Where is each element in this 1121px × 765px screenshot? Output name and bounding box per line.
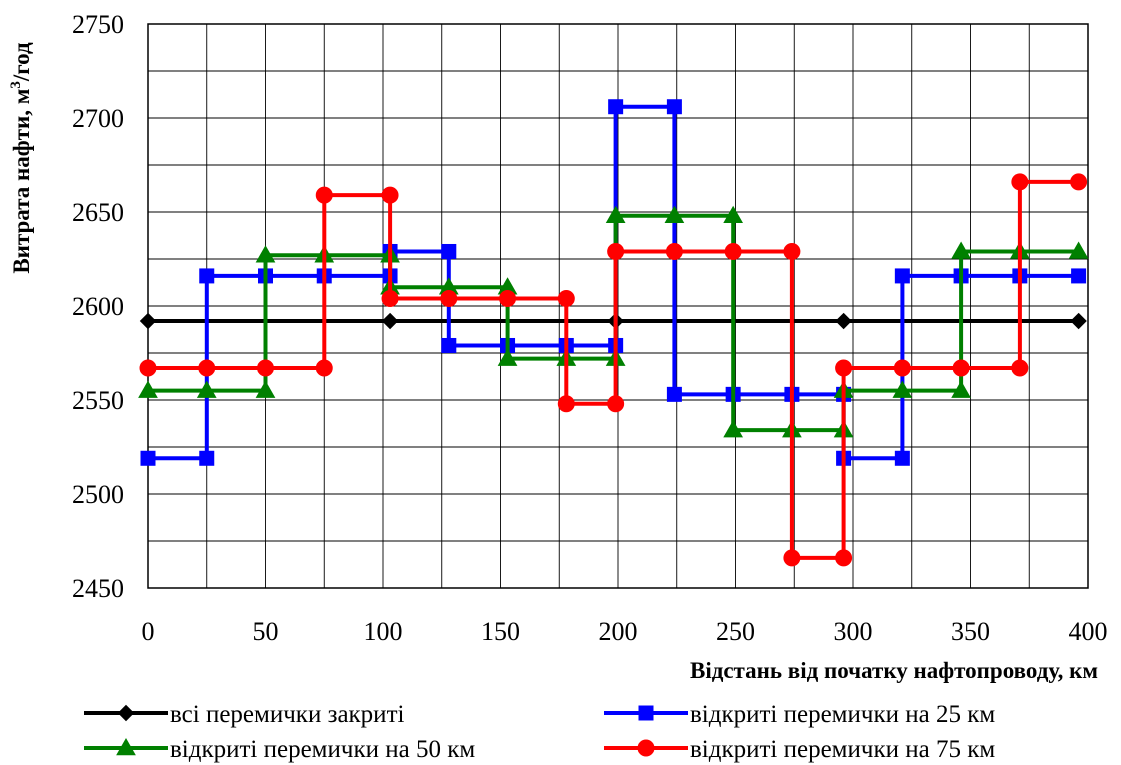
data-point-circle: [198, 359, 216, 377]
x-tick-label: 250: [716, 617, 755, 646]
legend-label: всі перемички закриті: [170, 701, 404, 728]
legend-label: відкриті перемички на 75 км: [690, 736, 995, 763]
data-point-circle: [835, 549, 853, 567]
data-point-square: [441, 337, 457, 353]
data-point-triangle: [723, 205, 744, 224]
data-point-square: [666, 386, 682, 402]
y-tick-label: 2650: [72, 198, 124, 227]
data-point-circle: [1011, 173, 1029, 191]
data-point-circle: [440, 289, 458, 307]
data-point-circle: [665, 242, 683, 260]
x-tick-label: 100: [364, 617, 403, 646]
x-tick-labels: 0 50 100 150 200 250 300 350 400: [142, 617, 1108, 646]
y-axis-title: Витрата нафти, м3/год: [8, 42, 34, 274]
data-point-square: [441, 243, 457, 259]
data-point-diamond: [1070, 312, 1087, 330]
y-tick-label: 2500: [72, 480, 124, 509]
data-point-circle: [952, 359, 970, 377]
x-tick-label: 400: [1069, 617, 1108, 646]
legend-item: відкриті перемички на 50 км: [84, 736, 475, 763]
legend-label: відкриті перемички на 25 км: [690, 701, 995, 728]
legend-label: відкриті перемички на 50 км: [170, 736, 475, 763]
data-point-triangle: [255, 380, 276, 398]
legend-marker-circle: [637, 739, 655, 757]
data-point-triangle: [255, 245, 276, 263]
data-point-square: [199, 450, 215, 466]
y-tick-label: 2700: [72, 104, 124, 133]
data-point-diamond: [835, 312, 852, 330]
data-point-triangle: [664, 205, 685, 224]
x-tick-label: 50: [253, 617, 279, 646]
data-point-triangle: [605, 205, 626, 224]
legend-item: відкриті перемички на 25 км: [604, 701, 995, 728]
x-tick-label: 0: [142, 617, 155, 646]
legend-marker-triangle: [116, 737, 136, 756]
x-tick-label: 200: [599, 617, 638, 646]
data-point-circle: [607, 242, 625, 260]
data-point-diamond: [381, 312, 399, 330]
y-tick-label: 2450: [72, 574, 124, 603]
legend-marker-diamond: [117, 704, 135, 722]
data-point-triangle: [138, 380, 158, 398]
data-point-triangle: [951, 380, 971, 398]
legend-item: всі перемички закриті: [84, 701, 404, 728]
data-point-circle: [381, 186, 399, 204]
data-point-circle: [499, 289, 517, 307]
y-tick-labels: 2450 2500 2550 2600 2650 2700 2750: [72, 10, 124, 603]
data-point-triangle: [951, 241, 971, 259]
data-point-circle: [557, 395, 575, 413]
series-group: [138, 99, 1089, 567]
data-point-square: [894, 450, 910, 466]
series-line: [148, 179, 1079, 560]
series-circle: [139, 173, 1088, 567]
legend-item: відкриті перемички на 75 км: [604, 736, 995, 763]
data-point-triangle: [723, 420, 744, 438]
data-point-square: [1071, 268, 1087, 284]
data-point-square: [608, 99, 624, 115]
data-point-diamond: [139, 312, 157, 330]
legend-marker-square: [638, 705, 654, 721]
data-point-triangle: [497, 348, 518, 366]
y-axis-title-main: Витрата нафти, м: [9, 89, 34, 274]
data-point-square: [199, 268, 215, 284]
data-point-circle: [783, 549, 801, 567]
data-point-triangle: [1068, 241, 1089, 259]
data-point-circle: [607, 395, 625, 413]
data-point-circle: [315, 359, 333, 377]
data-point-triangle: [196, 380, 217, 398]
data-point-circle: [1011, 359, 1029, 377]
legend: всі перемички закриті відкриті перемички …: [84, 701, 995, 763]
y-tick-label: 2600: [72, 292, 124, 321]
data-point-circle: [724, 242, 742, 260]
y-tick-label: 2750: [72, 10, 124, 39]
y-tick-label: 2550: [72, 386, 124, 415]
data-point-circle: [257, 359, 274, 377]
data-point-circle: [557, 289, 575, 307]
data-point-circle: [139, 359, 157, 377]
data-point-triangle: [892, 380, 913, 398]
data-point-circle: [893, 359, 911, 377]
x-axis-title: Відстань від початку нафтопроводу, км: [690, 658, 1098, 683]
x-tick-label: 150: [481, 617, 520, 646]
y-axis-title-superscript: 3: [8, 81, 24, 89]
data-point-square: [140, 450, 156, 466]
data-point-circle: [381, 289, 399, 307]
data-point-square: [894, 268, 910, 284]
plot-frame: [147, 23, 1089, 589]
data-point-circle: [783, 242, 801, 260]
x-tick-label: 350: [951, 617, 990, 646]
data-point-square: [666, 99, 682, 115]
data-point-circle: [1070, 173, 1088, 191]
data-point-circle: [835, 359, 853, 377]
y-axis-title-tail: /год: [9, 42, 34, 82]
data-point-circle: [315, 186, 333, 204]
x-tick-label: 300: [834, 617, 873, 646]
